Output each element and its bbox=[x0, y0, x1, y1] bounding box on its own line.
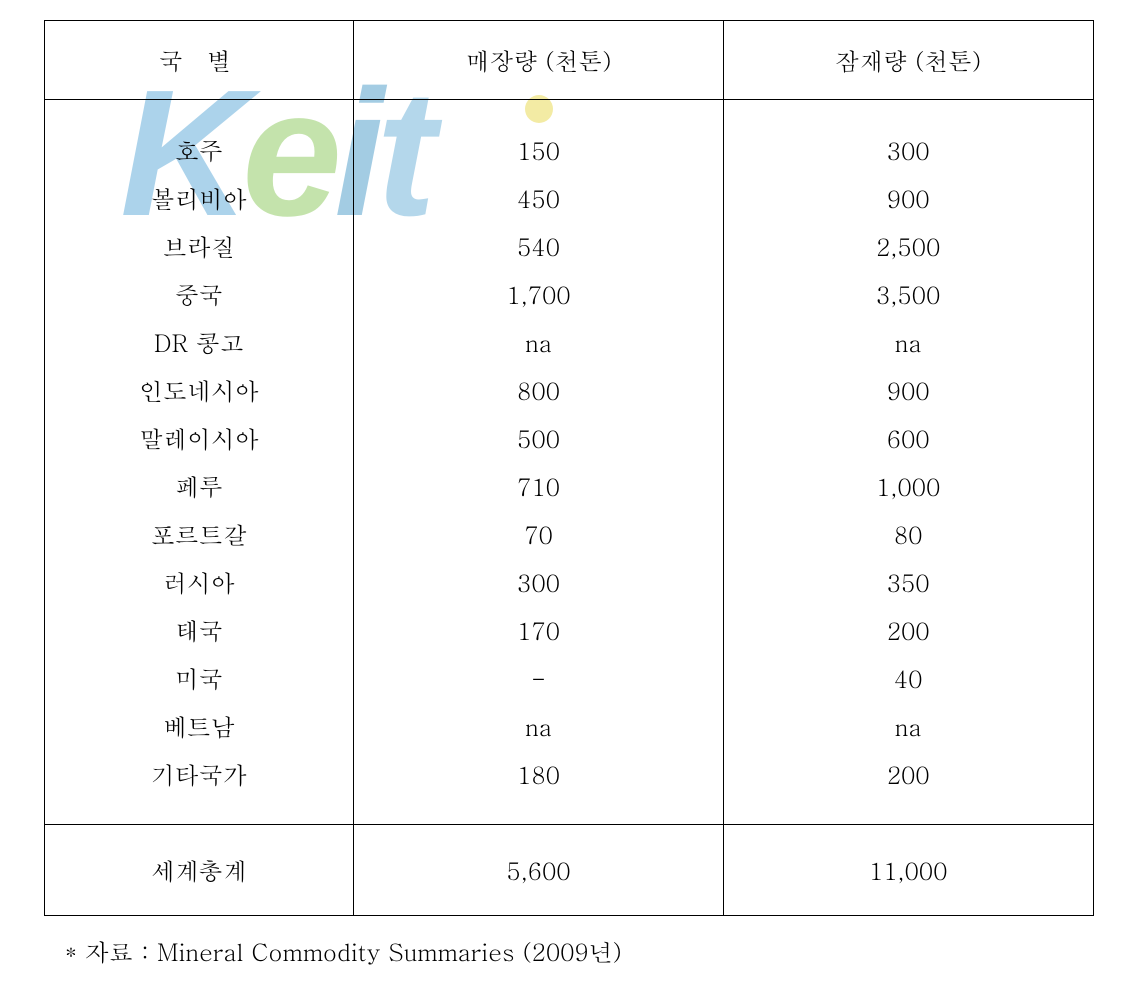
potential-cell: 40 bbox=[724, 654, 1093, 702]
reserves-cell: 70 bbox=[354, 510, 723, 558]
reserves-cell: 150 bbox=[354, 126, 723, 174]
potential-cell: na bbox=[724, 702, 1093, 750]
country-cell: 포르트갈 bbox=[45, 510, 354, 558]
table-total-row: 세계총계 5,600 11,000 bbox=[44, 825, 1093, 916]
country-cell: 베트남 bbox=[45, 702, 354, 750]
mineral-reserves-table: 국 별 매장량 (천톤) 잠재량 (천톤) 호주볼리비아브라질중국DR 콩고인도… bbox=[44, 20, 1094, 916]
table-data-row: 호주볼리비아브라질중국DR 콩고인도네시아말레이시아페루포르트갈러시아태국미국베… bbox=[44, 100, 1093, 825]
country-cell: 기타국가 bbox=[45, 750, 354, 798]
country-cell: 볼리비아 bbox=[45, 174, 354, 222]
potential-cell: na bbox=[724, 318, 1093, 366]
country-cell: 인도네시아 bbox=[45, 366, 354, 414]
header-potential: 잠재량 (천톤) bbox=[723, 21, 1093, 100]
reserves-cell: 710 bbox=[354, 462, 723, 510]
reserves-cell: 170 bbox=[354, 606, 723, 654]
table-header-row: 국 별 매장량 (천톤) 잠재량 (천톤) bbox=[44, 21, 1093, 100]
reserves-cell: 300 bbox=[354, 558, 723, 606]
country-cell: 러시아 bbox=[45, 558, 354, 606]
total-reserves: 5,600 bbox=[354, 825, 724, 916]
country-cell: 중국 bbox=[45, 270, 354, 318]
potential-cell: 2,500 bbox=[724, 222, 1093, 270]
reserves-cell: 180 bbox=[354, 750, 723, 798]
potential-cell: 350 bbox=[724, 558, 1093, 606]
potential-cell: 900 bbox=[724, 366, 1093, 414]
potential-cell: 200 bbox=[724, 606, 1093, 654]
reserves-cell: 1,700 bbox=[354, 270, 723, 318]
country-cell: 태국 bbox=[45, 606, 354, 654]
source-footnote: * 자료 : Mineral Commodity Summaries (2009… bbox=[65, 934, 1117, 968]
country-cell: 브라질 bbox=[45, 222, 354, 270]
reserves-cell: na bbox=[354, 318, 723, 366]
potential-cell: 80 bbox=[724, 510, 1093, 558]
potential-cell: 900 bbox=[724, 174, 1093, 222]
reserves-cell: 800 bbox=[354, 366, 723, 414]
header-country: 국 별 bbox=[44, 21, 354, 100]
potential-cell: 300 bbox=[724, 126, 1093, 174]
potential-cell: 200 bbox=[724, 750, 1093, 798]
reserves-cell: - bbox=[354, 654, 723, 702]
reserves-cell: na bbox=[354, 702, 723, 750]
country-cell: 호주 bbox=[45, 126, 354, 174]
total-label: 세계총계 bbox=[44, 825, 354, 916]
potential-cell: 1,000 bbox=[724, 462, 1093, 510]
country-cell: 말레이시아 bbox=[45, 414, 354, 462]
potential-cell: 3,500 bbox=[724, 270, 1093, 318]
reserves-cell: 500 bbox=[354, 414, 723, 462]
reserves-cell: 540 bbox=[354, 222, 723, 270]
reserves-column: 1504505401,700na80050071070300170-na180 bbox=[354, 100, 723, 824]
header-reserves: 매장량 (천톤) bbox=[354, 21, 724, 100]
country-column: 호주볼리비아브라질중국DR 콩고인도네시아말레이시아페루포르트갈러시아태국미국베… bbox=[45, 100, 354, 824]
country-cell: DR 콩고 bbox=[45, 318, 354, 366]
country-cell: 미국 bbox=[45, 654, 354, 702]
total-potential: 11,000 bbox=[723, 825, 1093, 916]
country-cell: 페루 bbox=[45, 462, 354, 510]
potential-column: 3009002,5003,500na9006001,0008035020040n… bbox=[724, 100, 1093, 824]
reserves-cell: 450 bbox=[354, 174, 723, 222]
potential-cell: 600 bbox=[724, 414, 1093, 462]
